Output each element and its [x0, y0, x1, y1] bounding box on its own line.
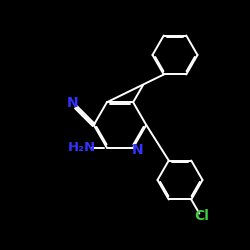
Text: N: N [132, 143, 143, 157]
Text: N: N [66, 96, 78, 110]
Text: Cl: Cl [194, 209, 209, 223]
Text: H₂N: H₂N [68, 141, 96, 154]
